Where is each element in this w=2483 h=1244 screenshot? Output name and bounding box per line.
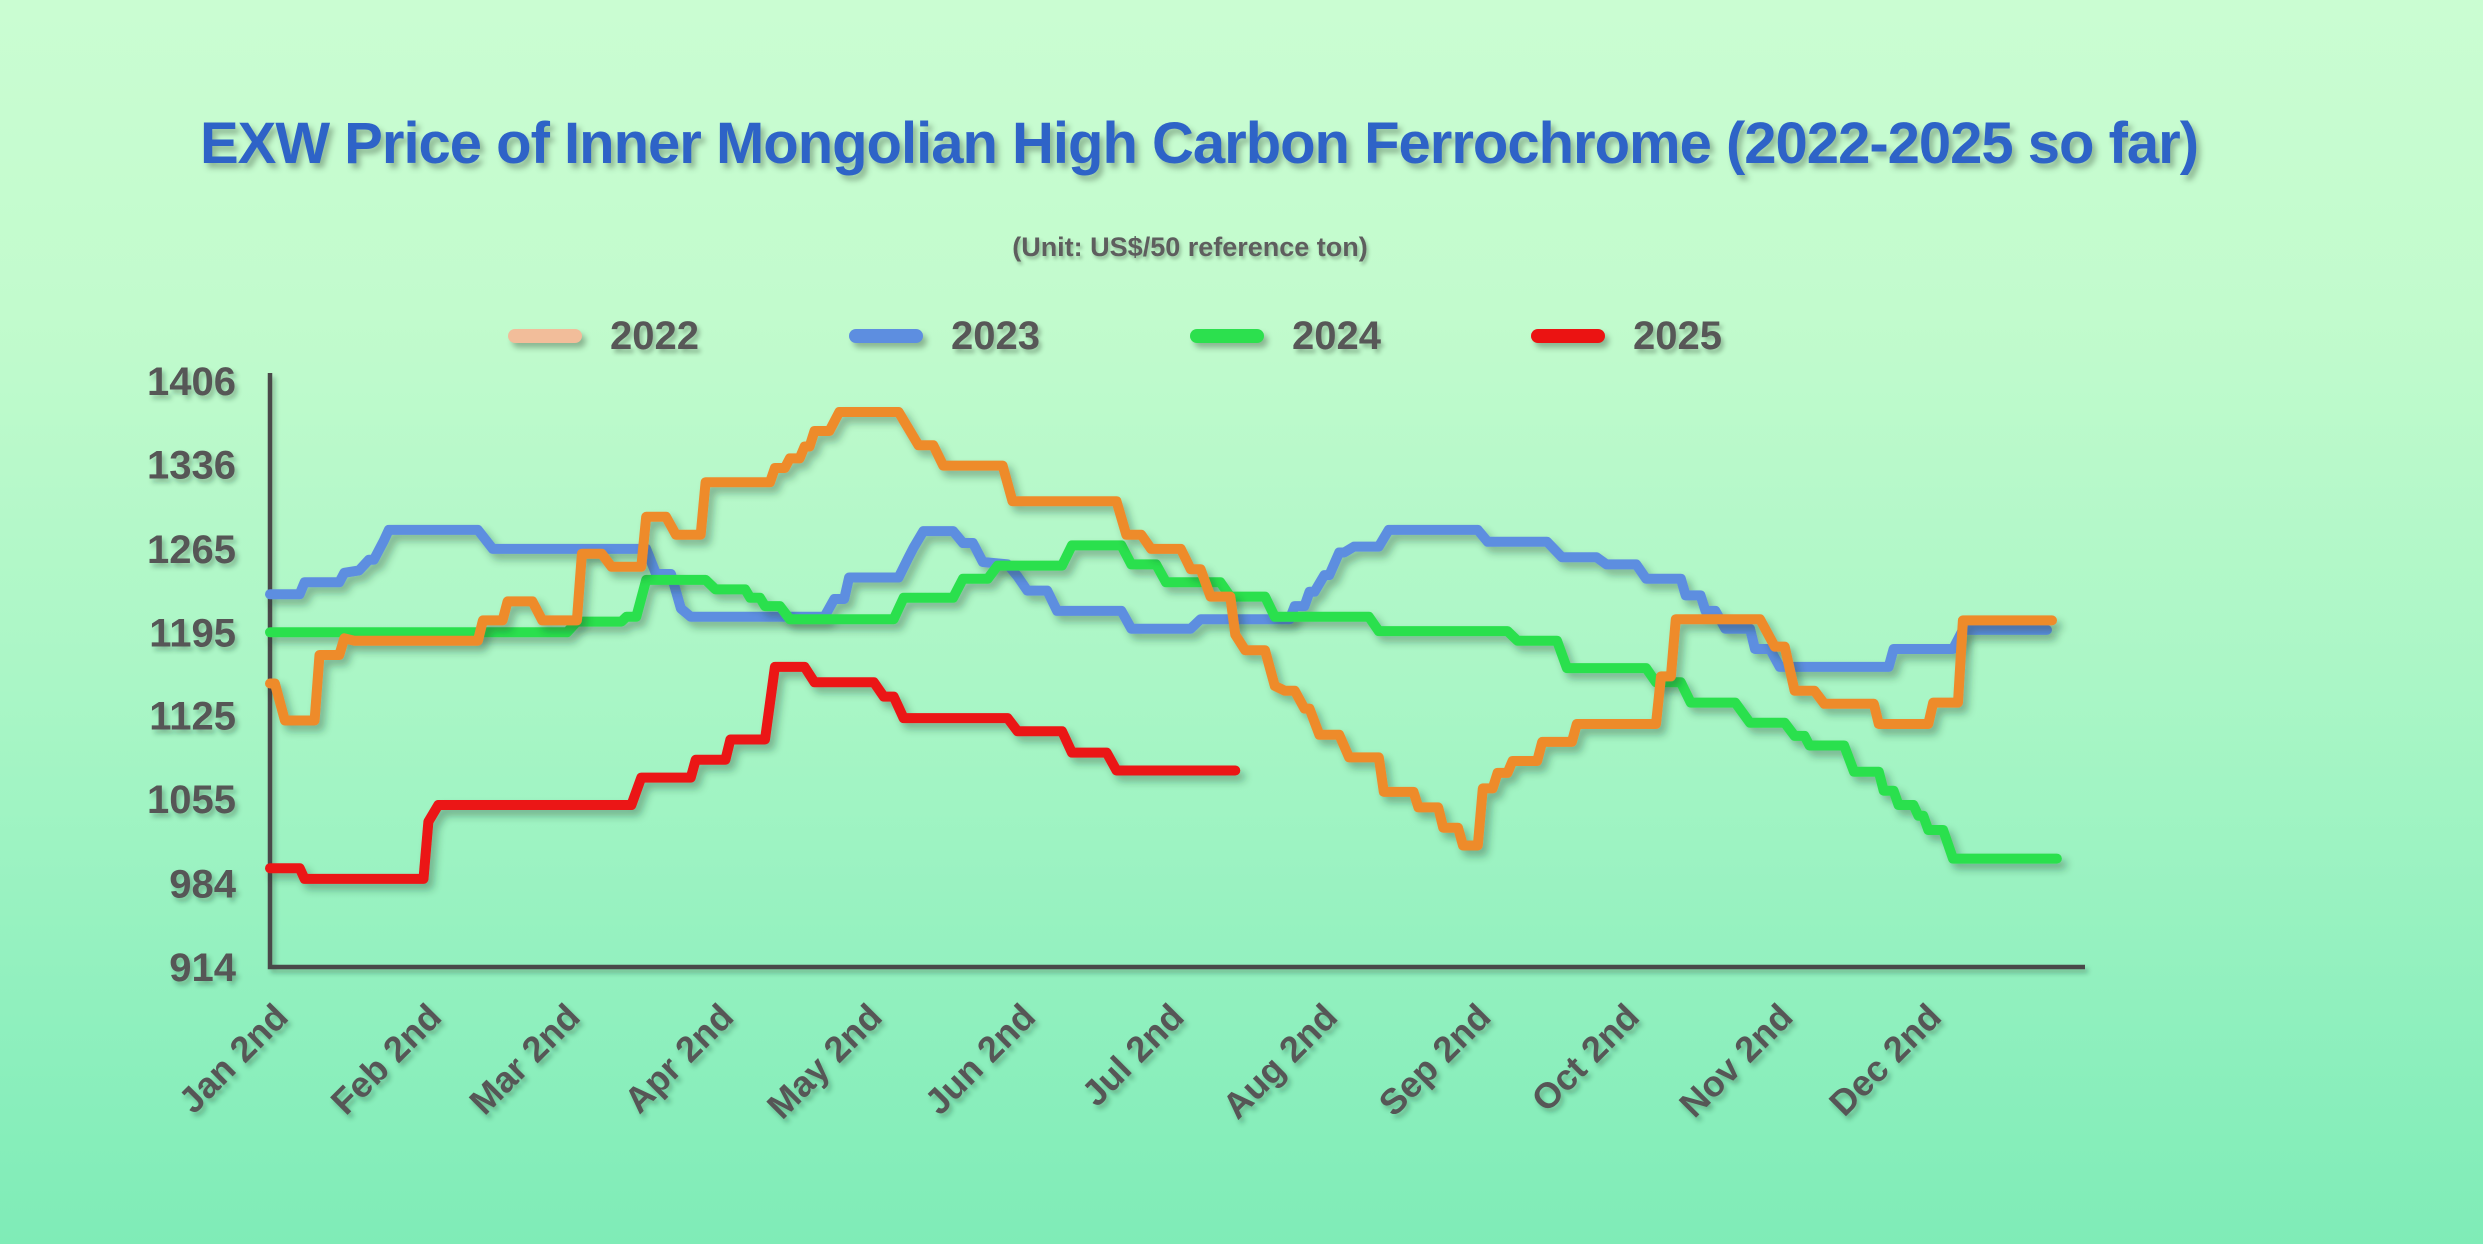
y-tick-label: 984 — [169, 863, 236, 907]
chart-subtitle: (Unit: US$/50 reference ton) — [1012, 232, 1368, 262]
series-line-2024 — [265, 540, 2062, 864]
y-tick-label: 1336 — [147, 443, 236, 487]
legend-label-2022: 2022 — [610, 313, 700, 358]
axis-labels: 1406 1336 1265 1195 1125 1055 984 914 Jan 2nd Feb… — [147, 360, 1949, 1127]
legend-item-2025: 2025 — [1530, 313, 1722, 359]
series-line-2022 — [265, 407, 2057, 851]
x-tick-label: Nov 2nd — [1671, 996, 1800, 1125]
legend: 2022 2023 2024 2025 — [0, 300, 2230, 372]
x-tick-label: Oct 2nd — [1523, 996, 1647, 1120]
x-tick-label: Apr 2nd — [616, 996, 741, 1121]
series-lines — [265, 407, 2062, 884]
legend-label-2024: 2024 — [1292, 313, 1381, 358]
axes — [250, 373, 2085, 989]
y-tick-label: 1125 — [149, 695, 236, 739]
legend-swatch-2023 — [849, 329, 924, 343]
x-tick-label: Dec 2nd — [1821, 996, 1949, 1124]
legend-swatch-2022 — [508, 329, 583, 343]
x-tick-label: Feb 2nd — [323, 996, 450, 1123]
legend-label-2025: 2025 — [1632, 313, 1722, 358]
y-tick-label: 1265 — [147, 528, 236, 572]
x-tick-label: Aug 2nd — [1214, 996, 1345, 1127]
legend-item-2024: 2024 — [1190, 314, 1381, 359]
x-tick-label: Jul 2nd — [1073, 996, 1191, 1114]
chart-title: EXW Price of Inner Mongolian High Carbon… — [199, 111, 2199, 176]
y-tick-label: 1055 — [147, 778, 236, 822]
legend-item-2023: 2023 — [849, 314, 1040, 359]
series-line-2025 — [265, 661, 1241, 884]
y-tick-label: 1406 — [147, 360, 236, 404]
x-tick-label: Mar 2nd — [461, 996, 588, 1123]
legend-swatch-2024 — [1190, 329, 1264, 343]
legend-label-2023: 2023 — [951, 313, 1040, 358]
x-tick-label: Jan 2nd — [170, 996, 295, 1121]
y-tick-label: 914 — [169, 946, 236, 990]
x-tick-label: Sep 2nd — [1370, 996, 1498, 1124]
x-tick-label: Jun 2nd — [917, 996, 1044, 1123]
x-tick-label: May 2nd — [759, 996, 890, 1127]
legend-item-2022: 2022 — [508, 314, 699, 359]
legend-swatch-2025 — [1530, 329, 1605, 343]
y-tick-label: 1195 — [149, 611, 236, 655]
